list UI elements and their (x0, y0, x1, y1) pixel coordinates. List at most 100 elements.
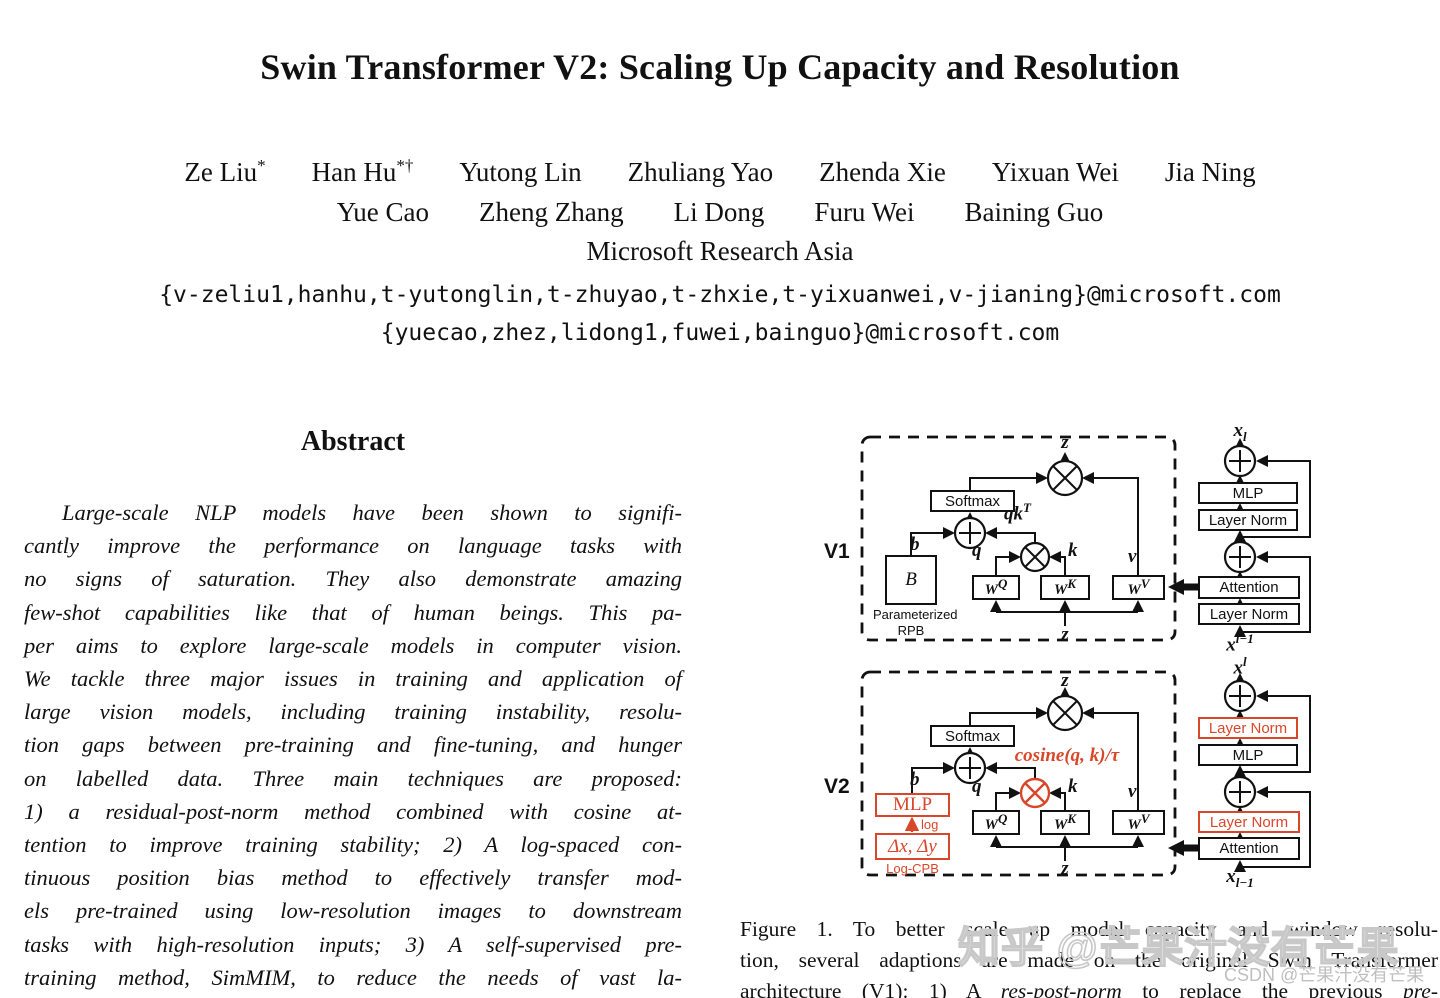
v1-mlp-box: MLP (1198, 482, 1298, 504)
author-name: Zhenda Xie (819, 157, 946, 187)
author-name: Zheng Zhang (478, 197, 624, 227)
v1-layernorm-box-top: Layer Norm (1198, 509, 1298, 531)
author-name: Yue Cao (336, 197, 429, 227)
v1-qkt-label: qkT (1004, 500, 1031, 525)
v2-multiply-node-icon (1046, 694, 1084, 732)
abstract-line: no signs of saturation. They also demons… (24, 566, 682, 592)
v2-k-label: k (1068, 776, 1078, 797)
v2-dashed-box (860, 670, 1177, 877)
abstract-section: Abstract Large-scale NLP models have bee… (24, 426, 682, 994)
author-name: Furu Wei (814, 197, 915, 227)
email-line-2: {yuecao,zhez,lidong1,fuwei,bainguo}@micr… (380, 320, 1060, 346)
abstract-line: cantly improve the performance on langua… (24, 533, 682, 559)
abstract-line: els pre-trained using low-resolution ima… (24, 898, 682, 924)
v2-softmax-box: Softmax (930, 725, 1015, 747)
v1-xlm1-label: xl−1 (1226, 631, 1254, 656)
abstract-line: tion gaps between pre-training and fine-… (24, 732, 682, 758)
v2-mlp-cpb-box: MLP (875, 793, 950, 817)
abstract-line: tasks with high-resolution inputs; 3) A … (24, 931, 682, 957)
abstract-heading: Abstract (300, 426, 406, 457)
v2-xl-label: xl (1233, 654, 1247, 679)
author-name: Yixuan Wei (991, 157, 1119, 187)
abstract-line: We tackle three major issues in training… (24, 666, 682, 692)
abstract-line: training method, SimMIM, to reduce the n… (24, 964, 682, 990)
figure-connectors (860, 435, 1311, 877)
v1-block-add-node-icon (1223, 444, 1257, 574)
v2-b-label: b (910, 769, 920, 790)
v1-z-in-label: z (1061, 624, 1069, 645)
abstract-line: Large-scale NLP models have been shown t… (62, 500, 682, 525)
v2-logcpb-label: Log-CPB (886, 861, 939, 876)
v1-qk-multiply-node-icon (1019, 541, 1051, 573)
caption-line: architecture (V1): 1) A res-post-norm to… (740, 979, 1438, 998)
v1-rpb-label: RPB (897, 623, 925, 638)
v2-tag: V2 (824, 775, 850, 798)
v1-q-label: q (972, 540, 982, 561)
v2-v-label: v (1128, 781, 1137, 802)
author-name: Zhuliang Yao (627, 157, 774, 187)
v2-layernorm-box-top: Layer Norm (1198, 717, 1298, 739)
v2-log-label: log (921, 817, 939, 832)
paper-title: Swin Transformer V2: Scaling Up Capacity… (260, 47, 1180, 87)
v2-expand-arrow-icon (1168, 840, 1199, 856)
v2-block-lines (1234, 673, 1311, 872)
author-name: Han Hu*† (311, 156, 414, 187)
v1-add-node-icon (953, 516, 987, 550)
v1-k-label: k (1068, 540, 1078, 561)
abstract-line: 1) a residual-post-norm method combined … (24, 798, 682, 824)
caption-line: tion, several adaptions are made on the … (740, 948, 1438, 972)
v1-wk-box: WK (1040, 575, 1090, 600)
v1-v-label: v (1128, 546, 1137, 567)
abstract-line: few-shot capabilities like that of human… (24, 599, 682, 625)
v2-add-node-icon (953, 751, 987, 785)
v2-mlp-box: MLP (1198, 744, 1298, 766)
caption-line: Figure 1. To better scale up model capac… (740, 917, 1438, 941)
v2-cosine-label: cosine(q, k)/τ (1014, 745, 1120, 766)
v1-b-label: b (910, 534, 920, 555)
v2-attention-box: Attention (1198, 837, 1300, 860)
v1-tag: V1 (824, 540, 850, 563)
author-name: Jia Ning (1164, 157, 1256, 187)
v1-softmax-box: Softmax (930, 490, 1015, 512)
v1-expand-arrow-icon (1168, 579, 1199, 595)
v2-layernorm-box-bottom: Layer Norm (1198, 811, 1300, 833)
v2-dxdy-box: Δx, Δy (875, 833, 950, 860)
v1-attention-box: Attention (1198, 576, 1300, 599)
authors-row-1: Ze Liu* Han Hu*† Yutong Lin Zhuliang Yao… (0, 156, 1440, 188)
v1-parameterized-label: Parameterized (873, 607, 958, 622)
figure-1-diagram: V1 z Softmax qkT b q k v B WQ WK WV Para… (740, 420, 1440, 918)
v2-wv-box: WV (1112, 810, 1165, 835)
v2-connector-lines (904, 687, 1144, 861)
v1-layernorm-box-bottom: Layer Norm (1198, 603, 1300, 625)
author-name: Baining Guo (964, 197, 1104, 227)
abstract-line: on labelled data. Three main techniques … (24, 765, 682, 791)
v1-bias-matrix-box: B (885, 555, 937, 605)
v2-xlm1-label: xl−1 (1226, 866, 1254, 890)
abstract-line: per aims to explore large-scale models i… (24, 632, 682, 658)
v1-connector-lines (910, 452, 1144, 626)
email-line-1: {v-zeliu1,hanhu,t-yutonglin,t-zhuyao,t-z… (159, 282, 1281, 308)
abstract-line: tention to improve training stability; 2… (24, 832, 682, 858)
v1-wv-box: WV (1112, 575, 1165, 600)
v1-wq-box: WQ (972, 575, 1020, 600)
abstract-line: large vision models, including training … (24, 699, 682, 725)
v2-wk-box: WK (1040, 810, 1090, 835)
v2-z-out-label: z (1061, 670, 1069, 691)
author-name: Ze Liu* (184, 156, 266, 187)
v1-multiply-node-icon (1046, 459, 1084, 497)
authors-row-2: Yue Cao Zheng Zhang Li Dong Furu Wei Bai… (0, 196, 1440, 228)
figure-caption: Figure 1. To better scale up model capac… (740, 914, 1438, 998)
author-name: Yutong Lin (459, 157, 582, 187)
v2-cosine-multiply-node-icon (1019, 777, 1051, 809)
author-name: Li Dong (673, 197, 765, 227)
v2-block-add-node-icon (1223, 679, 1257, 809)
affiliation: Microsoft Research Asia (586, 236, 854, 266)
v2-wq-box: WQ (972, 810, 1020, 835)
v1-xl-label: xl (1233, 420, 1247, 444)
v1-z-out-label: z (1061, 432, 1069, 453)
v2-z-in-label: z (1061, 858, 1069, 879)
v1-dashed-box (860, 435, 1177, 642)
v2-q-label: q (972, 776, 982, 797)
abstract-line: tinuous position bias method to effectiv… (24, 865, 682, 891)
